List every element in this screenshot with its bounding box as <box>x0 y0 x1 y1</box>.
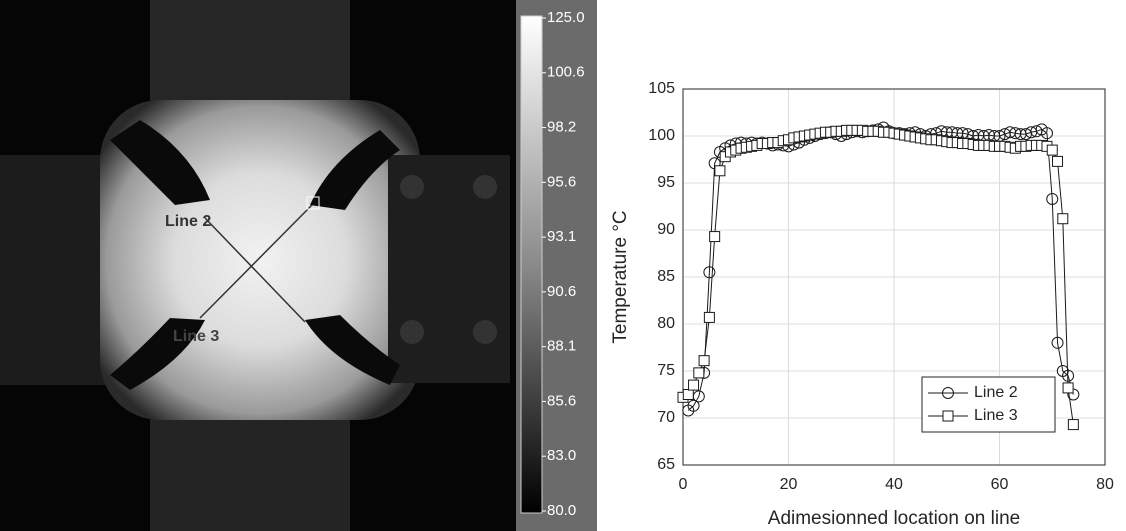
marker <box>714 165 726 177</box>
y-tick-label: 80 <box>657 315 675 332</box>
colorbar-label: 100.6 <box>547 64 585 81</box>
colorbar-label: 88.1 <box>547 338 576 355</box>
line-label: Line 3 <box>173 328 219 345</box>
y-tick-label: 75 <box>657 362 675 379</box>
marker <box>687 399 700 412</box>
marker <box>1051 336 1064 349</box>
profile-line <box>199 204 313 319</box>
marker <box>709 231 721 243</box>
marker <box>1057 213 1069 225</box>
line-label: Line 2 <box>165 213 211 230</box>
marker <box>1046 192 1059 205</box>
y-tick-label: 100 <box>648 127 675 144</box>
y-tick-label: 90 <box>657 221 675 238</box>
marker <box>688 379 700 391</box>
x-axis-title: Adimesionned location on line <box>768 508 1020 529</box>
marker-box <box>306 196 320 210</box>
y-axis-title: Temperature °C <box>610 210 631 343</box>
marker <box>1040 127 1053 140</box>
x-tick-label: 80 <box>1096 476 1114 493</box>
marker <box>698 355 710 367</box>
marker <box>1067 419 1079 431</box>
profile-line <box>204 217 306 323</box>
colorbar-ramp <box>520 15 543 514</box>
y-tick-label: 105 <box>648 80 675 97</box>
marker <box>703 266 716 279</box>
x-tick-label: 0 <box>679 476 688 493</box>
legend-marker <box>942 410 954 422</box>
colorbar-label: 98.2 <box>547 119 576 136</box>
colorbar-label: 93.1 <box>547 228 576 245</box>
clamp-bottom <box>150 400 350 531</box>
thermal-image: Line 2 Line 3 <box>0 0 516 531</box>
legend-label: Line 2 <box>974 384 1018 401</box>
x-tick-label: 60 <box>991 476 1009 493</box>
legend-marker <box>942 387 954 399</box>
marker <box>1046 144 1058 156</box>
y-tick-label: 95 <box>657 174 675 191</box>
y-tick-label: 85 <box>657 268 675 285</box>
marker <box>693 367 705 379</box>
axes-frame <box>682 88 1106 466</box>
colorbar-label: 85.6 <box>547 392 576 409</box>
marker <box>1052 155 1064 167</box>
colorbar-label: 90.6 <box>547 283 576 300</box>
colorbar-label: 95.6 <box>547 173 576 190</box>
colorbar-label: 125.0 <box>547 9 585 26</box>
y-tick-label: 65 <box>657 456 675 473</box>
bolts <box>400 175 497 344</box>
marker <box>1062 382 1074 394</box>
line-chart: 65 70 75 80 85 90 95 100 105 0 20 40 60 80 Adimesionne… <box>610 80 1114 529</box>
marker <box>703 311 715 323</box>
colorbar-label: 80.0 <box>547 502 576 519</box>
x-tick-label: 40 <box>885 476 903 493</box>
marker <box>682 389 694 400</box>
colorbar: 125.0 100.6 98.2 95.6 93.1 90.6 88.1 85.6 83.0 80… <box>516 0 597 531</box>
colorbar-label: 83.0 <box>547 447 576 464</box>
y-tick-label: 70 <box>657 409 675 426</box>
x-tick-label: 20 <box>780 476 798 493</box>
legend-label: Line 3 <box>974 407 1018 424</box>
grips <box>110 120 400 390</box>
legend-box <box>921 376 1056 433</box>
